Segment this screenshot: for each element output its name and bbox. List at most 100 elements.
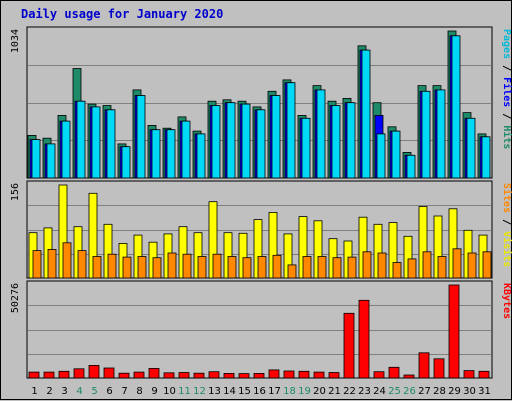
y-max-label: 156 — [10, 183, 21, 201]
x-tick-label: 3 — [61, 386, 67, 397]
bar-pages — [376, 133, 386, 179]
bar-pages — [196, 133, 206, 179]
right-series-label: KBytes — [501, 283, 512, 319]
right-label-part: Visits — [501, 231, 512, 267]
bar-kbytes — [88, 364, 100, 379]
bar-pages — [106, 109, 116, 179]
x-tick-label: 9 — [151, 386, 157, 397]
bar-kbytes — [73, 368, 85, 379]
bar-kbytes — [103, 367, 115, 379]
bar-sites — [107, 253, 117, 279]
bar-kbytes — [118, 372, 130, 379]
bar-sites — [212, 253, 222, 279]
right-label-part: KBytes — [501, 283, 512, 319]
bar-pages — [151, 129, 161, 179]
bar-sites — [317, 256, 327, 279]
right-label-part: / — [501, 107, 512, 125]
bar-pages — [271, 95, 281, 179]
x-tick-label: 24 — [373, 386, 386, 397]
bar-sites — [242, 257, 252, 279]
bar-kbytes — [403, 374, 415, 379]
bar-sites — [362, 251, 372, 279]
bar-sites — [257, 256, 267, 279]
bar-sites — [287, 264, 297, 279]
bar-sites — [452, 248, 462, 279]
bar-pages — [31, 139, 41, 179]
bar-kbytes — [28, 371, 40, 379]
right-label-part: / — [501, 213, 512, 231]
bar-pages — [166, 129, 176, 179]
bar-sites — [437, 256, 447, 279]
bar-pages — [361, 49, 371, 179]
bar-kbytes — [58, 370, 70, 379]
x-tick-label: 1 — [31, 386, 37, 397]
bar-pages — [331, 105, 341, 179]
x-tick-label: 29 — [448, 386, 461, 397]
bar-kbytes — [313, 371, 325, 379]
right-label-part: Sites — [501, 183, 512, 213]
bar-pages — [421, 90, 431, 179]
bar-kbytes — [358, 299, 370, 379]
bar-sites — [377, 252, 387, 279]
bar-kbytes — [373, 371, 385, 379]
bar-pages — [481, 136, 491, 179]
x-tick-label: 5 — [91, 386, 97, 397]
right-label-part: Pages — [501, 29, 512, 59]
bar-kbytes — [478, 370, 490, 379]
y-max-label: 50276 — [10, 283, 21, 313]
bar-sites — [137, 256, 147, 279]
bar-sites — [62, 242, 72, 279]
bar-pages — [316, 89, 326, 179]
bar-sites — [467, 252, 477, 279]
bar-sites — [272, 254, 282, 279]
bar-kbytes — [283, 370, 295, 379]
bar-sites — [182, 253, 192, 279]
bar-kbytes — [268, 369, 280, 379]
bar-sites — [77, 250, 87, 279]
bar-pages — [436, 89, 446, 179]
chart-title: Daily usage for January 2020 — [21, 7, 224, 21]
bar-sites — [167, 252, 177, 279]
bar-pages — [91, 106, 101, 179]
bar-pages — [181, 120, 191, 179]
bar-pages — [136, 95, 146, 179]
x-tick-label: 19 — [298, 386, 311, 397]
x-tick-label: 16 — [253, 386, 266, 397]
bar-sites — [227, 256, 237, 279]
x-tick-label: 25 — [388, 386, 401, 397]
right-label-part: / — [501, 59, 512, 77]
bar-sites — [92, 256, 102, 279]
bar-pages — [241, 103, 251, 179]
bar-sites — [407, 258, 417, 279]
right-series-label: Sites / Visits — [501, 183, 512, 267]
bar-pages — [211, 105, 221, 179]
bar-sites — [302, 256, 312, 279]
bar-sites — [482, 251, 492, 279]
bar-sites — [47, 248, 57, 279]
bar-pages — [391, 130, 401, 179]
x-tick-label: 27 — [418, 386, 431, 397]
x-tick-label: 15 — [238, 386, 251, 397]
bar-kbytes — [148, 367, 160, 379]
bar-pages — [301, 117, 311, 179]
bar-kbytes — [418, 352, 430, 379]
x-tick-label: 31 — [478, 386, 491, 397]
right-label-part: Files — [501, 77, 512, 107]
bar-kbytes — [328, 372, 340, 379]
bar-kbytes — [253, 372, 265, 379]
x-tick-label: 21 — [328, 386, 341, 397]
x-tick-label: 2 — [46, 386, 52, 397]
bar-pages — [451, 35, 461, 179]
bar-pages — [226, 102, 236, 179]
x-tick-label: 22 — [343, 386, 356, 397]
bar-kbytes — [433, 358, 445, 379]
bar-pages — [286, 82, 296, 179]
x-tick-label: 6 — [106, 386, 112, 397]
bar-kbytes — [163, 372, 175, 379]
bar-kbytes — [208, 371, 220, 379]
bar-kbytes — [463, 370, 475, 379]
bar-kbytes — [178, 372, 190, 379]
x-tick-label: 30 — [463, 386, 476, 397]
bar-pages — [346, 102, 356, 179]
